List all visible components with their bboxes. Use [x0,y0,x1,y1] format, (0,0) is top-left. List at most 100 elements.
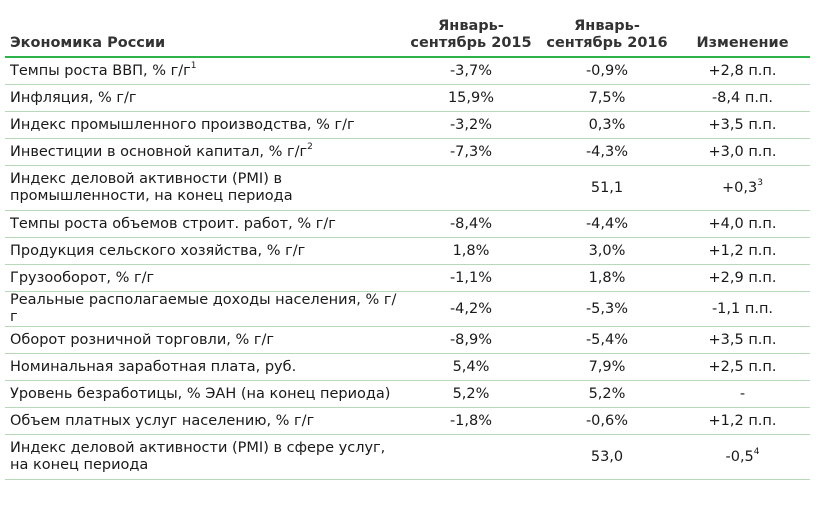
value-2015 [403,165,539,211]
value-2016: 3,0% [539,237,675,265]
value-2015: -1,1% [403,264,539,292]
row-label: Темпы роста ВВП, % г/г1 [5,57,403,85]
change-text: +3,0 п.п. [708,143,777,160]
row-label: Реальные располагаемые доходы населения,… [5,291,403,327]
value-2015: -8,4% [403,210,539,238]
header-change: Изменение [675,4,810,58]
value-2016: -5,4% [539,326,675,354]
row-label-text: Уровень безработицы, % ЭАН (на конец пер… [10,385,391,402]
row-label-text: Грузооборот, % г/г [10,269,155,286]
change-text: +0,3 [722,179,758,196]
value-change: +3,5 п.п. [675,326,810,354]
value-change: +1,2 п.п. [675,237,810,265]
table-row: Оборот розничной торговли, % г/г -8,9% -5,… [5,326,810,354]
table-row: Объем платных услуг населению, % г/г -1,8… [5,407,810,435]
row-label-text: Индекс деловой активности (PMI) в промыш… [10,171,293,204]
row-label: Уровень безработицы, % ЭАН (на конец пер… [5,380,403,408]
value-2016: 0,3% [539,111,675,139]
value-change: +2,8 п.п. [675,57,810,85]
row-label-text: Реальные располагаемые доходы населения,… [10,292,397,325]
table-row: Темпы роста объемов строит. работ, % г/г… [5,210,810,238]
table-row: Номинальная заработная плата, руб. 5,4% 7,… [5,353,810,381]
row-label-text: Номинальная заработная плата, руб. [10,358,297,375]
row-label-text: Индекс деловой активности (PMI) в сфере … [10,440,386,473]
footnote-marker: 1 [190,60,197,71]
change-text: +2,8 п.п. [708,62,777,79]
value-2016: 5,2% [539,380,675,408]
value-2015: 15,9% [403,84,539,112]
row-label: Темпы роста объемов строит. работ, % г/г [5,210,403,238]
value-change: +3,0 п.п. [675,138,810,166]
change-text: -0,5 [725,448,754,465]
row-label: Оборот розничной торговли, % г/г [5,326,403,354]
value-2015: -8,9% [403,326,539,354]
value-2016: -4,4% [539,210,675,238]
value-2016: -4,3% [539,138,675,166]
row-label: Индекс деловой активности (PMI) в сфере … [5,434,403,480]
russia-economy-table: Экономика России Январь-сентябрь 2015 Ян… [5,4,810,480]
row-label-text: Инвестиции в основной капитал, % г/г [10,143,308,160]
row-label: Индекс промышленного производства, % г/г [5,111,403,139]
value-change: -0,54 [675,434,810,480]
value-change: -1,1 п.п. [675,291,810,327]
value-2015 [403,434,539,480]
value-2015: -3,7% [403,57,539,85]
row-label-text: Индекс промышленного производства, % г/г [10,116,355,133]
change-text: +4,0 п.п. [708,215,777,232]
header-indicator: Экономика России [5,4,403,58]
row-label: Инвестиции в основной капитал, % г/г2 [5,138,403,166]
change-text: -1,1 п.п. [711,300,774,317]
value-2015: 1,8% [403,237,539,265]
table-body: Темпы роста ВВП, % г/г1 -3,7% -0,9% +2,8 п.… [5,57,810,480]
value-change: +1,2 п.п. [675,407,810,435]
row-label: Номинальная заработная плата, руб. [5,353,403,381]
row-label: Продукция сельского хозяйства, % г/г [5,237,403,265]
table-row: Индекс промышленного производства, % г/г… [5,111,810,139]
change-text: +1,2 п.п. [708,242,777,259]
value-change: +2,9 п.п. [675,264,810,292]
row-label-text: Темпы роста объемов строит. работ, % г/г [10,215,336,232]
footnote-marker: 4 [753,446,760,457]
row-label-text: Оборот розничной торговли, % г/г [10,331,274,348]
value-2016: -5,3% [539,291,675,327]
value-2015: -3,2% [403,111,539,139]
value-2015: -1,8% [403,407,539,435]
value-change: -8,4 п.п. [675,84,810,112]
row-label-text: Темпы роста ВВП, % г/г [10,62,191,79]
change-text: +3,5 п.п. [708,331,777,348]
value-change: +4,0 п.п. [675,210,810,238]
row-label-text: Инфляция, % г/г [10,89,137,106]
row-label: Грузооборот, % г/г [5,264,403,292]
table-row: Индекс деловой активности (PMI) в сфере … [5,434,810,480]
value-change: +0,33 [675,165,810,211]
change-text: +1,2 п.п. [708,412,777,429]
table-header-row: Экономика России Январь-сентябрь 2015 Ян… [5,4,810,58]
value-2016: 53,0 [539,434,675,480]
table-row: Грузооборот, % г/г -1,1% 1,8% +2,9 п.п. [5,264,810,292]
value-change: +2,5 п.п. [675,353,810,381]
row-label: Индекс деловой активности (PMI) в промыш… [5,165,403,211]
table-row: Темпы роста ВВП, % г/г1 -3,7% -0,9% +2,8 п.… [5,57,810,85]
table-row: Реальные располагаемые доходы населения,… [5,291,810,327]
footnote-marker: 2 [307,141,313,152]
value-2016: 7,9% [539,353,675,381]
footnote-marker: 3 [757,177,763,188]
header-jan-sep-2016: Январь-сентябрь 2016 [539,4,675,58]
value-2016: 1,8% [539,264,675,292]
value-change: +3,5 п.п. [675,111,810,139]
value-2015: -4,2% [403,291,539,327]
table-row: Уровень безработицы, % ЭАН (на конец пер… [5,380,810,408]
row-label: Инфляция, % г/г [5,84,403,112]
value-change: - [675,380,810,408]
change-text: +2,5 п.п. [708,358,777,375]
table-row: Продукция сельского хозяйства, % г/г 1,8%… [5,237,810,265]
value-2016: -0,9% [539,57,675,85]
table-row: Инфляция, % г/г 15,9% 7,5% -8,4 п.п. [5,84,810,112]
change-text: - [739,385,746,402]
change-text: +3,5 п.п. [708,116,777,133]
value-2016: 7,5% [539,84,675,112]
row-label-text: Продукция сельского хозяйства, % г/г [10,242,306,259]
value-2015: -7,3% [403,138,539,166]
value-2015: 5,2% [403,380,539,408]
